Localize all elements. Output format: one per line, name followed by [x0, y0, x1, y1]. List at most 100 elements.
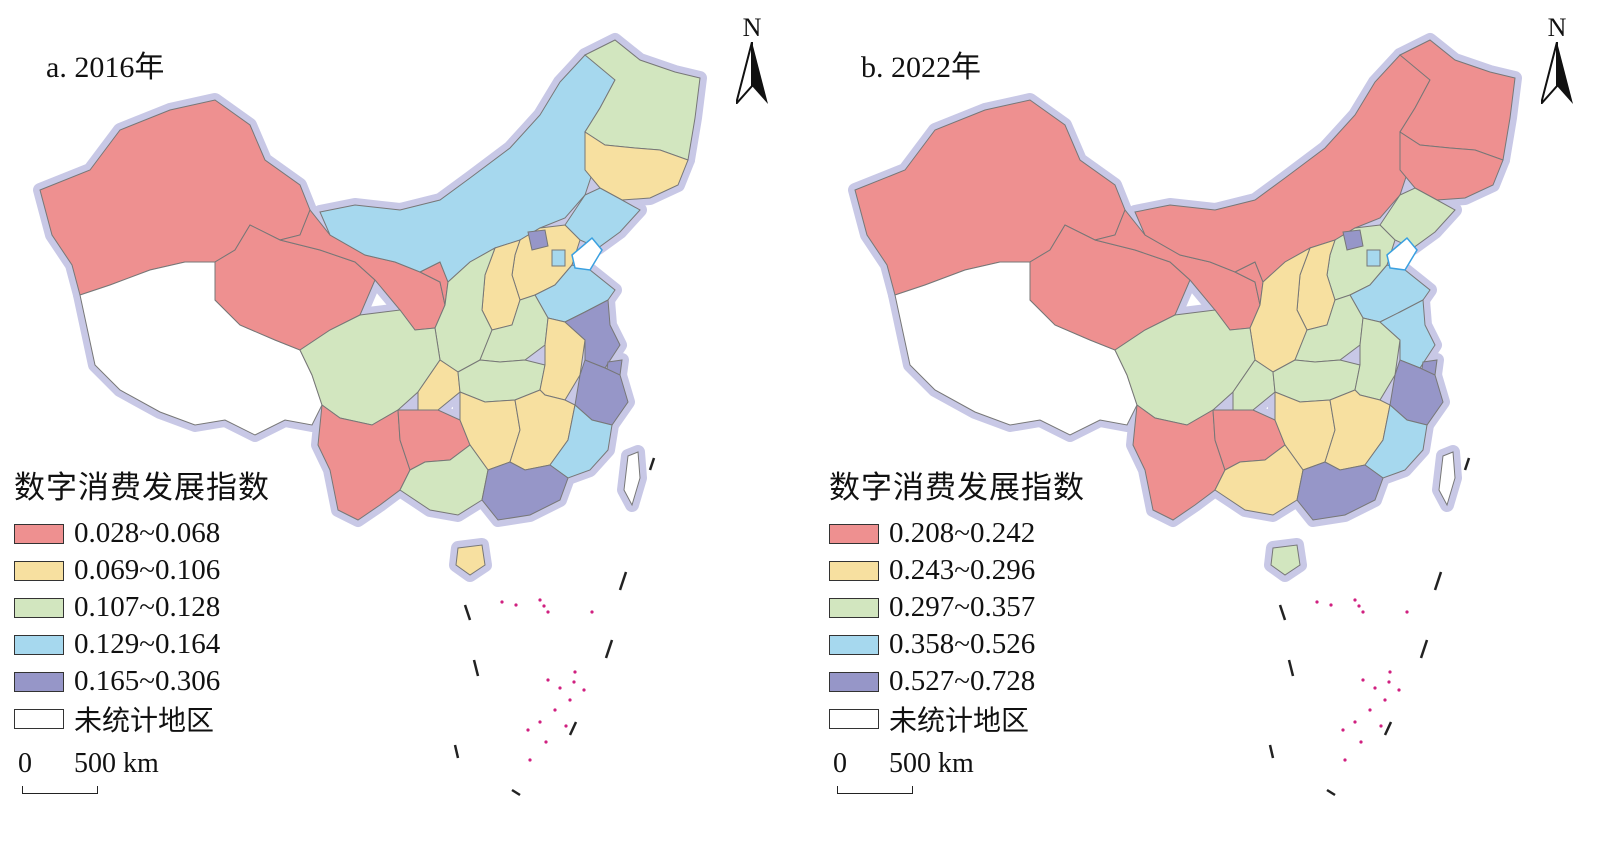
- island-dot: [538, 720, 542, 724]
- sea-boundary-dash: [568, 721, 578, 736]
- north-arrow-shape: [1541, 42, 1573, 104]
- island-dot: [582, 688, 586, 692]
- province-beijing: [527, 229, 549, 251]
- province-guangdong: [1296, 461, 1384, 521]
- island-dot: [1353, 720, 1357, 724]
- legend-swatch: [829, 560, 879, 581]
- provinces: [854, 39, 1516, 576]
- island-dot: [558, 686, 562, 690]
- sea-boundary-dash: [604, 639, 614, 659]
- legend-label: 0.165~0.306: [74, 665, 221, 697]
- map-panel-2022: b. 2022年 N 数字消费发展指数 0.208~0.242 0.243~0.…: [815, 0, 1615, 853]
- legend-item: 未统计地区: [829, 700, 1085, 737]
- legend-label: 0.129~0.164: [74, 628, 221, 660]
- island-dot: [564, 724, 568, 728]
- sea-boundary-dash: [1419, 639, 1429, 659]
- legend: 数字消费发展指数 0.208~0.242 0.243~0.296 0.297~0…: [829, 462, 1085, 737]
- province-taiwan: [623, 451, 641, 507]
- legend-label: 0.297~0.357: [889, 591, 1036, 623]
- island-dot: [553, 708, 557, 712]
- island-dot: [1341, 728, 1345, 732]
- legend-item: 0.165~0.306: [14, 663, 270, 700]
- island-dot: [1373, 686, 1377, 690]
- sea-boundary-dash: [1383, 721, 1393, 736]
- legend-label: 0.358~0.526: [889, 628, 1036, 660]
- legend-swatch: [14, 708, 64, 729]
- scale-bar: 0 500 km: [833, 748, 1033, 798]
- legend-swatch: [14, 597, 64, 618]
- legend-swatch: [829, 523, 879, 544]
- province-anhui: [539, 317, 586, 401]
- north-label: N: [1547, 13, 1567, 42]
- legend-item: 0.297~0.357: [829, 589, 1085, 626]
- island-dot: [1397, 688, 1401, 692]
- island-dot: [542, 604, 546, 608]
- island-dot: [568, 698, 572, 702]
- legend-swatch: [14, 671, 64, 692]
- legend-swatch: [14, 634, 64, 655]
- legend-item: 0.129~0.164: [14, 626, 270, 663]
- bohai-sea: [1386, 236, 1418, 271]
- island-dot: [1361, 678, 1365, 682]
- legend-item: 0.358~0.526: [829, 626, 1085, 663]
- panel-title: a. 2016年: [46, 51, 165, 84]
- island-dot: [1361, 610, 1365, 614]
- province-jilin: [1399, 131, 1504, 201]
- island-dot: [573, 670, 577, 674]
- panel-title: b. 2022年: [861, 51, 981, 84]
- scale-bar-line: [22, 786, 98, 794]
- china-map-2022: [848, 33, 1522, 797]
- legend-label: 0.107~0.128: [74, 591, 221, 623]
- legend-item: 0.527~0.728: [829, 663, 1085, 700]
- island-dot: [1329, 603, 1333, 607]
- north-arrow-icon: N: [730, 14, 774, 104]
- sea-boundary-dash: [648, 457, 656, 471]
- legend-item: 0.107~0.128: [14, 589, 270, 626]
- sea-boundary-dash: [1278, 604, 1287, 621]
- legend-title: 数字消费发展指数: [14, 470, 270, 506]
- legend-swatch: [829, 671, 879, 692]
- province-jilin: [584, 131, 689, 201]
- sea-boundary-dash: [453, 744, 460, 759]
- legend-label: 0.243~0.296: [889, 554, 1036, 586]
- legend-label: 0.069~0.106: [74, 554, 221, 586]
- island-dot: [546, 678, 550, 682]
- legend-item: 0.028~0.068: [14, 515, 270, 552]
- scale-bar-line: [837, 786, 913, 794]
- north-label: N: [742, 13, 762, 42]
- province-hainan: [455, 544, 486, 576]
- sea-boundary-dash: [1287, 659, 1295, 677]
- sea-boundary-dash: [1326, 788, 1336, 797]
- legend-item: 未统计地区: [14, 700, 270, 737]
- legend-item: 0.243~0.296: [829, 552, 1085, 589]
- island-dot: [1357, 604, 1361, 608]
- legend-title: 数字消费发展指数: [829, 470, 1085, 506]
- north-arrow-icon: N: [1535, 14, 1579, 104]
- legend: 数字消费发展指数 0.028~0.068 0.069~0.106 0.107~0…: [14, 462, 270, 737]
- island-dot: [1353, 598, 1357, 602]
- legend-label: 0.028~0.068: [74, 517, 221, 549]
- legend-item: 0.069~0.106: [14, 552, 270, 589]
- sea-boundary-dash: [1463, 457, 1471, 471]
- bohai-sea: [571, 236, 603, 271]
- sea-boundary-dash: [618, 571, 628, 591]
- island-dot: [500, 600, 504, 604]
- island-dot: [1315, 600, 1319, 604]
- province-hainan: [1270, 544, 1301, 576]
- island-dot: [546, 610, 550, 614]
- north-arrow-shape: [736, 42, 768, 104]
- island-dot: [1387, 680, 1391, 684]
- legend-item: 0.208~0.242: [829, 515, 1085, 552]
- island-dot: [1379, 724, 1383, 728]
- scale-length-label: 500 km: [889, 748, 974, 779]
- map-panel-2016: a. 2016年 N 数字消费发展指数 0.028~0.068 0.069~0.…: [0, 0, 800, 853]
- island-dot: [1405, 610, 1409, 614]
- province-tianjin: [1366, 249, 1381, 267]
- island-dot: [572, 680, 576, 684]
- legend-swatch: [829, 708, 879, 729]
- scale-zero-label: 0: [18, 748, 32, 779]
- china-map-2016: [33, 33, 707, 797]
- province-qinghai: [1029, 224, 1191, 351]
- island-dot: [526, 728, 530, 732]
- island-dot: [538, 598, 542, 602]
